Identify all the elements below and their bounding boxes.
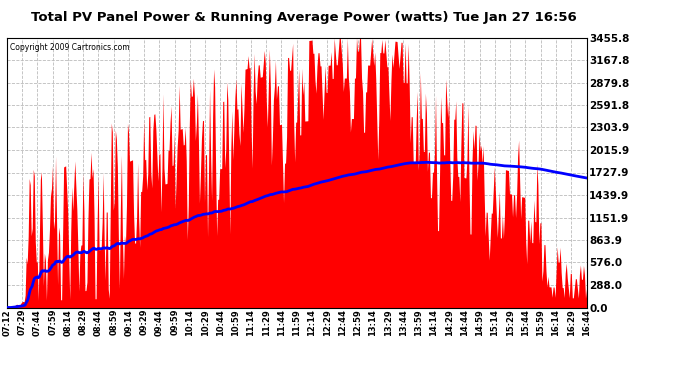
Text: Total PV Panel Power & Running Average Power (watts) Tue Jan 27 16:56: Total PV Panel Power & Running Average P… (31, 11, 576, 24)
Text: Copyright 2009 Cartronics.com: Copyright 2009 Cartronics.com (10, 43, 130, 52)
